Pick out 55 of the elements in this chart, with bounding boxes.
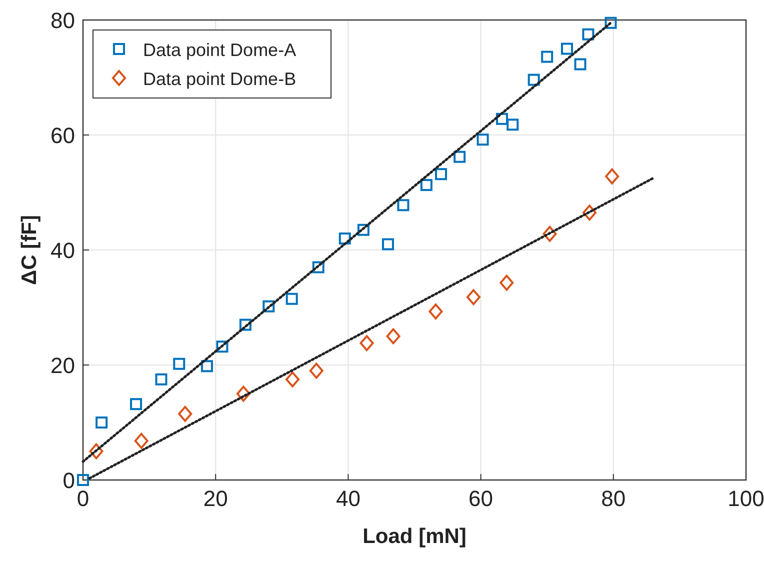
point	[541, 50, 554, 63]
point	[338, 232, 351, 244]
point	[582, 204, 597, 221]
legend-label: Data point Dome-A	[143, 40, 296, 60]
y-tick-label: 40	[50, 238, 75, 263]
point	[604, 16, 617, 29]
point	[496, 112, 508, 125]
point	[360, 335, 374, 352]
x-tick-label: 20	[203, 486, 228, 511]
point	[77, 474, 89, 486]
point	[134, 432, 148, 449]
point	[476, 134, 489, 146]
point	[286, 292, 298, 305]
point	[435, 168, 448, 180]
point	[397, 199, 410, 212]
legend-label: Data point Dome-B	[143, 69, 296, 89]
point	[542, 226, 557, 242]
point	[130, 398, 142, 410]
x-tick-label: 40	[336, 486, 360, 511]
point	[500, 274, 514, 291]
point	[506, 118, 519, 131]
point	[528, 74, 540, 86]
x-tick-label: 80	[601, 486, 626, 511]
point	[454, 150, 466, 163]
point	[89, 443, 104, 460]
point	[286, 371, 300, 388]
point	[605, 168, 620, 184]
point	[428, 304, 443, 320]
y-tick-label: 0	[62, 468, 75, 493]
point	[357, 224, 370, 236]
point	[312, 261, 324, 274]
point	[236, 386, 250, 402]
point	[309, 362, 324, 379]
point	[155, 373, 168, 386]
point	[200, 360, 213, 372]
point	[173, 358, 186, 370]
y-tick-label: 20	[50, 353, 75, 378]
point	[96, 416, 108, 428]
point	[262, 300, 275, 312]
y-tick-label: 60	[50, 123, 75, 148]
point	[582, 28, 594, 40]
point	[216, 340, 228, 353]
point	[386, 328, 400, 344]
point	[466, 289, 481, 306]
x-tick-label: 60	[468, 486, 494, 511]
y-tick-label: 80	[50, 8, 75, 33]
point	[420, 179, 432, 192]
x-tick-label: 100	[728, 486, 764, 511]
point	[574, 58, 586, 70]
x-axis-title: Load [mN]	[362, 525, 466, 548]
point	[382, 238, 394, 250]
y-axis-title: ΔC [fF]	[18, 215, 41, 285]
point	[178, 406, 192, 422]
point	[560, 42, 573, 55]
point	[239, 318, 252, 331]
